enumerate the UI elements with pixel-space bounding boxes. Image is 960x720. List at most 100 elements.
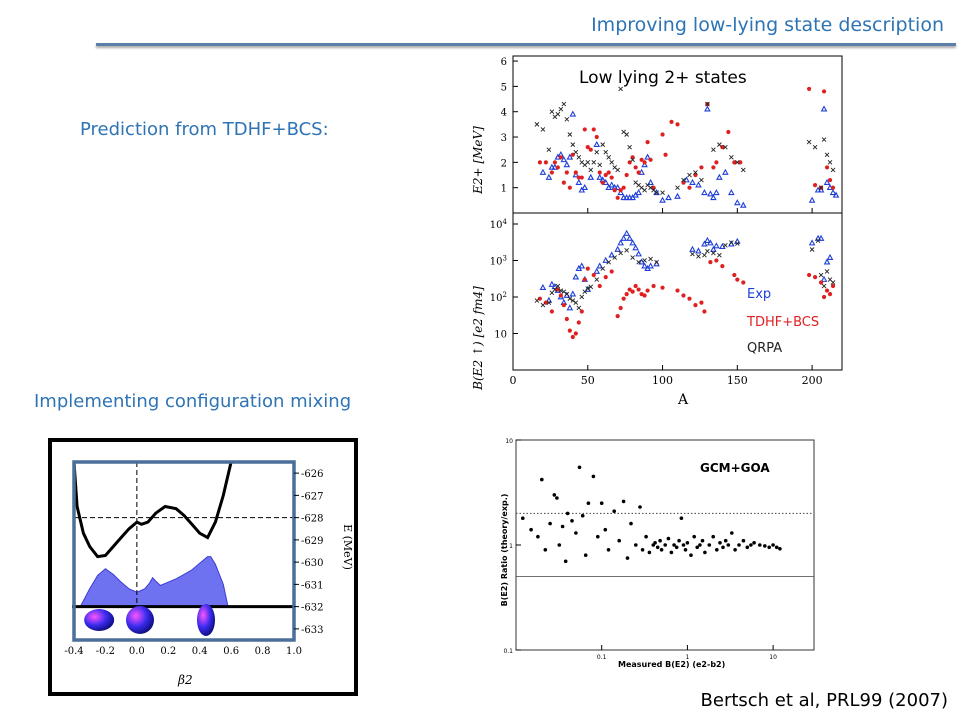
tdhf-point [558,155,563,160]
y-tick-label: 103 [490,254,507,267]
qrpa-point [824,269,830,274]
x-tick-label: 200 [802,374,823,387]
qrpa-point [818,185,824,190]
tdhf-point [633,283,638,289]
exp-point [716,173,723,180]
qrpa-point [600,142,606,147]
exp-point [608,251,616,258]
qrpa-point [734,160,740,165]
gcm-point [606,548,611,552]
tdhf-point [708,260,713,265]
tdhf-point [824,165,830,170]
y-tick-label: 3 [501,133,507,144]
y-tick-label: 1 [509,543,513,550]
exp-point [817,234,825,241]
gcm-point [737,543,741,547]
qrpa-point [818,272,824,278]
qrpa-point [830,167,836,173]
tdhf-point [549,170,554,175]
chart-low-lying-states: 0 50 100 150 200 1 2 3 4 5 6 10 102 103 104 Low lying … [471,55,843,408]
gcm-point [644,534,648,539]
gcm-point [612,509,616,513]
tdhf-point [642,160,647,165]
gcm-point [647,550,652,555]
exp-point [572,171,580,178]
tdhf-point [827,292,833,297]
tdhf-point [821,294,827,300]
qrpa-point [606,259,612,265]
tdhf-point [699,300,704,305]
gcm-point [752,541,756,545]
gcm-point [596,534,600,539]
exp-point [623,229,630,236]
qrpa-point [624,247,629,253]
tdhf-point [576,320,581,325]
gcm-point [536,534,540,539]
x-tick-label: 0.6 [223,646,239,657]
tdhf-point [606,170,611,175]
gcm-point [677,538,681,543]
gcm-point [672,543,676,547]
tdhf-point [824,288,830,293]
gcm-point [565,511,570,516]
tdhf-point [615,313,620,319]
gcm-point [771,543,775,547]
gcm-point [634,543,638,547]
tdhf-point [537,160,543,165]
chart-title: Low lying 2+ states [579,68,747,88]
qrpa-point [699,177,704,183]
exp-point [593,267,601,274]
x-tick-label: -0.2 [96,646,115,657]
gcm-point [723,538,728,543]
tdhf-point [675,122,680,127]
exp-point [545,173,553,180]
tdhf-point [567,185,572,190]
qrpa-point [570,298,576,303]
exp-point [710,194,717,201]
exp-point [614,245,622,252]
qrpa-point [567,296,573,301]
exp-point [614,183,622,191]
gcm-point [683,548,688,552]
prolate-shape [197,604,215,636]
tdhf-point [648,157,653,162]
tdhf-point [627,287,632,292]
qrpa-point [576,154,582,160]
tdhf-point [579,309,584,314]
gcm-point [669,550,674,555]
tdhf-point [687,296,692,301]
qrpa-point [806,139,812,145]
x-tick-label: 1.0 [286,646,302,657]
qrpa-point [540,302,546,308]
gcm-point [563,559,568,564]
tdhf-point [588,147,593,152]
tdhf-point [818,280,824,285]
qrpa-point [827,160,833,165]
y-tick-label: 5 [501,82,507,93]
gcm-point [679,516,684,520]
tdhf-point [549,309,554,314]
qrpa-point [594,277,600,282]
gcm-point [603,527,608,532]
gcm-point [700,538,705,543]
qrpa-point [821,137,827,142]
gcm-point [733,548,737,552]
tdhf-point [660,285,665,290]
tdhf-point [633,165,638,170]
y-tick-label: -630 [301,558,323,569]
exp-point [722,168,729,175]
qrpa-point [642,258,647,263]
tdhf-point [573,331,578,336]
x-tick-label: 150 [727,374,748,387]
tdhf-point [603,275,608,280]
tdhf-point [561,180,566,185]
x-tick-label: 0.4 [192,646,208,657]
y-tick-label: 0.1 [503,648,513,655]
tdhf-point [830,185,836,190]
gcm-point [715,548,719,552]
tdhf-point [651,283,656,289]
tdhf-point [630,289,635,294]
y-tick-label: -632 [301,603,323,614]
gcm-point [638,505,642,509]
gcm-point [555,496,559,500]
